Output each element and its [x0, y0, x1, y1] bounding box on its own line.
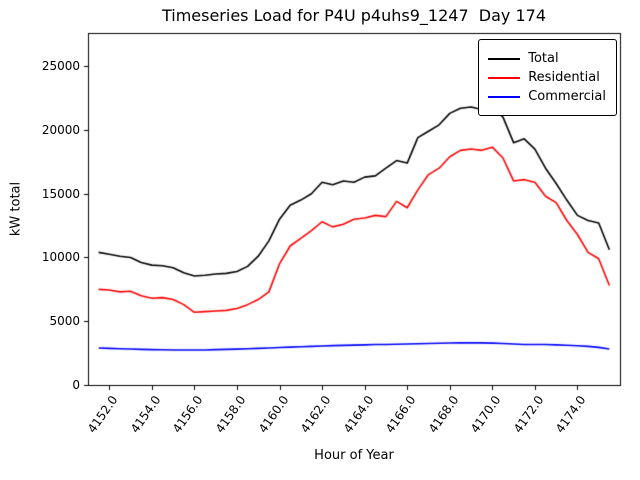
- legend-entry-commercial: Commercial: [488, 89, 606, 104]
- legend-label-commercial: Commercial: [528, 89, 606, 104]
- legend-line-residential: [488, 76, 521, 79]
- legend-label-residential: Residential: [528, 70, 600, 85]
- legend-label-total: Total: [528, 51, 559, 66]
- legend-line-commercial: [488, 95, 521, 98]
- legend-line-total: [488, 57, 521, 60]
- legend: Total Residential Commercial: [478, 39, 617, 116]
- legend-entry-residential: Residential: [488, 70, 606, 85]
- legend-entry-total: Total: [488, 51, 606, 66]
